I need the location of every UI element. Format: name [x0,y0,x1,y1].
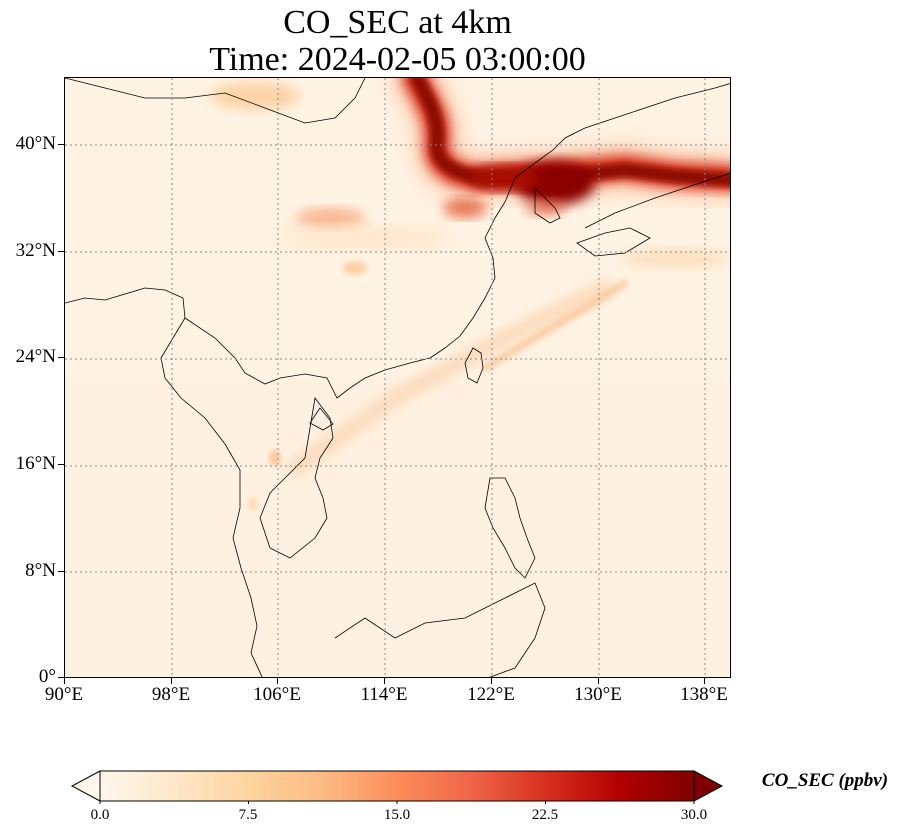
taiwan-outline [464,347,484,384]
lon-tickmark [277,678,278,684]
lon-tickmark [64,678,65,684]
lon-tickmark [598,678,599,684]
colorbar-tick-0: 0.0 [90,807,110,823]
lat-tick-32n: 32°N [15,240,56,261]
colorbar-extend-max [693,770,724,802]
colorbar-gradient [100,771,694,801]
colorbar [70,770,724,804]
lat-tickmark [58,677,64,678]
colorbar-tick-30: 30.0 [680,807,708,823]
lat-tick-24n: 24°N [15,346,56,367]
map-canvas [65,78,730,677]
gridlines [65,78,730,677]
band-taiwan-indochina [287,280,613,476]
patch-cambodia [248,498,258,510]
colorbar-tick-7-5: 7.5 [238,807,258,823]
kyushu-outline [576,227,651,257]
lon-tickmark [491,678,492,684]
lon-tick-90e: 90°E [44,684,84,705]
colorbar-tick-15: 15.0 [383,807,411,823]
lon-tick-114e: 114°E [360,684,408,705]
lat-tickmark [58,144,64,145]
lon-tick-122e: 122°E [467,684,515,705]
plume-main [391,78,730,218]
map-title-line-2: Time: 2024-02-05 03:00:00 [209,41,586,78]
map-panel [64,77,731,678]
lon-tickmark [384,678,385,684]
lat-tick-8n: 8°N [25,560,56,581]
lon-tick-98e: 98°E [151,684,191,705]
coastlines [65,78,730,677]
lon-tick-106e: 106°E [253,684,301,705]
field-background-north [65,78,730,378]
lat-tickmark [58,571,64,572]
band-east [481,279,629,372]
lon-tick-130e: 130°E [574,684,622,705]
colorbar-extend-min [70,770,101,802]
lat-tickmark [58,251,64,252]
patch-central-band [275,228,455,248]
colorbar-tick-22-5: 22.5 [531,807,559,823]
patch-indochina [269,450,281,466]
colorbar-label: CO_SEC (ppbv) [761,770,889,791]
borneo-outline [334,582,546,677]
patch-small-1 [343,261,367,275]
lat-tickmark [58,464,64,465]
korea-outline [534,187,561,224]
lon-tickmark [171,678,172,684]
lon-tickmark [704,678,705,684]
patch-central-china [295,208,365,228]
lat-tickmark [58,357,64,358]
patch-north [210,82,300,110]
lat-tick-16n: 16°N [15,453,56,474]
lat-tick-0: 0° [38,666,56,687]
lon-tick-138e: 138°E [680,684,728,705]
map-title-line-1: CO_SEC at 4km [283,4,512,41]
patch-japan-south [620,248,730,268]
lat-tick-40n: 40°N [15,133,56,154]
